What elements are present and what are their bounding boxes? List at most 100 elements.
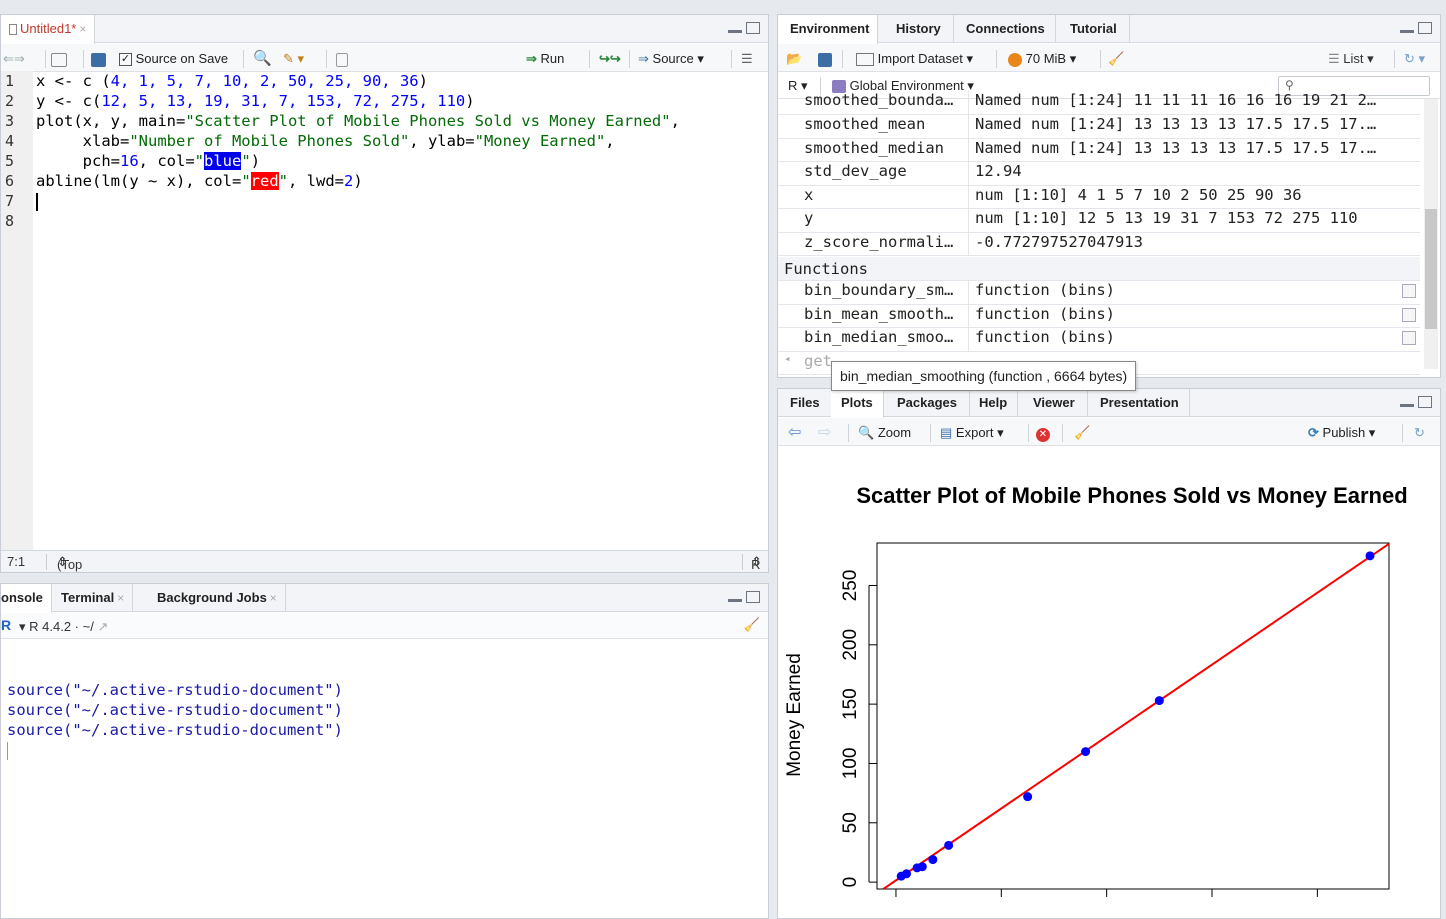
rerun-icon[interactable]: ↪↪ <box>599 51 621 66</box>
zoom-button[interactable]: 🔍 Zoom <box>858 424 911 442</box>
search-icon[interactable]: 🔍 <box>253 50 272 67</box>
tab-viewer-label: Viewer <box>1033 395 1075 410</box>
environment-selector[interactable]: Global Environment ▾ <box>832 78 974 94</box>
env-function-row[interactable]: bin_median_smoo… function (bins) <box>778 328 1420 352</box>
source-tabbar: Untitled1* × <box>1 15 768 44</box>
memory-usage[interactable]: 70 MiB ▾ <box>1008 50 1076 68</box>
tab-files[interactable]: Files <box>778 389 833 417</box>
tab-presentation[interactable]: Presentation <box>1090 389 1190 417</box>
scrollbar-thumb[interactable] <box>1425 209 1437 329</box>
minimize-icon[interactable] <box>728 598 742 602</box>
tab-connections[interactable]: Connections <box>956 15 1056 43</box>
source-arrow-icon: ⇒ <box>638 51 649 66</box>
close-icon[interactable]: × <box>117 591 125 605</box>
import-dataset-button[interactable]: Import Dataset ▾ <box>856 50 973 68</box>
env-row[interactable]: y num [1:10] 12 5 13 19 31 7 153 72 275 1… <box>778 209 1420 233</box>
y-tick-label: 0 <box>840 877 861 888</box>
env-subbar: R ▾ Global Environment ▾ ⚲ <box>778 73 1440 99</box>
env-row[interactable]: smoothed_mean Named num [1:24] 13 13 13 1… <box>778 115 1420 139</box>
view-function-icon[interactable] <box>1402 284 1416 298</box>
save-icon[interactable] <box>91 50 106 68</box>
text-cursor <box>36 192 38 211</box>
tab-tutorial[interactable]: Tutorial <box>1058 15 1130 43</box>
tab-viewer[interactable]: Viewer <box>1021 389 1088 417</box>
outline-icon[interactable]: ☰ <box>741 51 753 66</box>
show-in-window-icon[interactable] <box>51 50 67 68</box>
selected-red: red <box>250 172 279 190</box>
tab-environment-label: Environment <box>790 21 870 36</box>
next-plot-icon[interactable]: ⇨ <box>818 424 832 441</box>
load-workspace-icon[interactable]: 📂 <box>786 51 803 66</box>
scope-selector[interactable]: (Top Level) ⇕ <box>46 554 82 572</box>
env-search-input[interactable]: ⚲ <box>1278 76 1430 96</box>
tab-plots[interactable]: Plots <box>831 389 884 418</box>
scatter-points <box>896 551 1375 881</box>
chart-y-axis: 0 50 100 150 200 250 <box>840 570 877 888</box>
refresh-icon[interactable]: ↻ ▾ <box>1404 51 1426 66</box>
tab-background-jobs[interactable]: Background Jobs × <box>149 584 286 612</box>
tab-untitled1[interactable]: Untitled1* × <box>1 15 96 44</box>
r-version[interactable]: ▾ R 4.4.2 · ~/ ↗ <box>19 619 109 634</box>
language-selector[interactable]: R ▾ <box>788 78 808 93</box>
tab-help[interactable]: Help <box>969 389 1019 417</box>
zoom-label: Zoom <box>877 425 912 440</box>
source-on-save-checkbox[interactable]: ✓ Source on Save <box>119 51 229 67</box>
env-row[interactable]: x num [1:10] 4 1 5 7 10 2 50 25 90 36 <box>778 185 1420 209</box>
minimize-icon[interactable] <box>1400 29 1414 33</box>
source-button[interactable]: ⇒ Source ▾ <box>638 51 704 66</box>
env-function-row[interactable]: bin_boundary_sm… function (bins) <box>778 281 1420 305</box>
close-icon[interactable]: × <box>269 591 277 605</box>
close-icon[interactable]: × <box>79 22 87 36</box>
save-workspace-icon[interactable] <box>818 50 832 68</box>
console-prompt[interactable] <box>7 740 343 760</box>
maximize-icon[interactable] <box>1418 22 1432 34</box>
tab-history[interactable]: History <box>884 15 954 43</box>
env-row[interactable]: smoothed_median Named num [1:24] 13 13 13… <box>778 138 1420 162</box>
back-forward-icon[interactable]: ⇐⇒ <box>3 51 25 66</box>
tab-history-label: History <box>896 21 941 36</box>
code-line-4: xlab="Number of Mobile Phones Sold", yla… <box>36 132 615 150</box>
compile-report-icon[interactable] <box>336 50 348 68</box>
maximize-icon[interactable] <box>746 22 760 34</box>
env-toolbar: 📂 Import Dataset ▾ 70 MiB ▾ 🧹 ☰ List ▾ ↻… <box>778 44 1440 72</box>
minimize-icon[interactable] <box>1400 403 1414 407</box>
refresh-plot-icon[interactable]: ↻ <box>1414 425 1425 440</box>
table-icon <box>856 53 874 67</box>
previous-plot-icon[interactable]: ⇦ <box>788 424 802 441</box>
regression-line <box>882 543 1390 890</box>
view-function-icon[interactable] <box>1402 307 1416 322</box>
scroll-left-icon[interactable]: ◂ <box>784 351 791 365</box>
code-line-2: y <- c(12, 5, 13, 19, 31, 7, 153, 72, 27… <box>36 92 475 110</box>
file-type-selector[interactable]: R Script ⇕ <box>742 554 762 572</box>
list-view-button[interactable]: ☰ List ▾ <box>1328 51 1374 66</box>
console-output[interactable]: source("~/.active-rstudio-document") sou… <box>7 680 343 760</box>
export-button[interactable]: ▤ Export ▾ <box>940 425 1004 440</box>
tab-console[interactable]: onsole <box>1 584 52 613</box>
remove-plot-icon[interactable]: ✕ <box>1036 424 1050 442</box>
clear-console-icon[interactable]: 🧹 <box>743 617 760 632</box>
publish-button[interactable]: ⟳ Publish ▾ <box>1308 425 1376 440</box>
clear-objects-icon[interactable]: 🧹 <box>1108 51 1125 66</box>
env-function-row[interactable]: bin_mean_smooth… function (bins) <box>778 304 1420 328</box>
maximize-icon[interactable] <box>746 591 760 603</box>
goto-dir-icon[interactable]: ↗ <box>97 619 109 634</box>
tab-tutorial-label: Tutorial <box>1070 21 1117 36</box>
minimize-icon[interactable] <box>728 29 742 33</box>
env-row[interactable]: smoothed_bounda… Named num [1:24] 11 11 1… <box>778 91 1420 115</box>
tab-console-label: onsole <box>1 590 43 605</box>
tab-background-jobs-label: Background Jobs <box>157 590 267 605</box>
code-tools-icon[interactable]: ✎ ▾ <box>283 51 305 66</box>
tab-environment[interactable]: Environment <box>778 15 879 44</box>
env-row[interactable]: std_dev_age 12.94 <box>778 162 1420 186</box>
clear-plots-icon[interactable]: 🧹 <box>1074 425 1091 440</box>
tab-packages[interactable]: Packages <box>885 389 970 417</box>
tab-terminal[interactable]: Terminal × <box>53 584 134 612</box>
console-line: source("~/.active-rstudio-document") <box>7 681 343 699</box>
run-button[interactable]: ⇒ Run <box>526 50 564 68</box>
code-editor[interactable]: x <- c (4, 1, 5, 7, 10, 2, 50, 25, 90, 3… <box>36 71 768 211</box>
maximize-icon[interactable] <box>1418 396 1432 408</box>
env-scrollbar[interactable] <box>1424 99 1438 369</box>
run-arrow-icon: ⇒ <box>526 51 537 66</box>
env-row[interactable]: z_score_normali… -0.772797527047913 <box>778 232 1420 256</box>
view-function-icon[interactable] <box>1402 331 1416 345</box>
